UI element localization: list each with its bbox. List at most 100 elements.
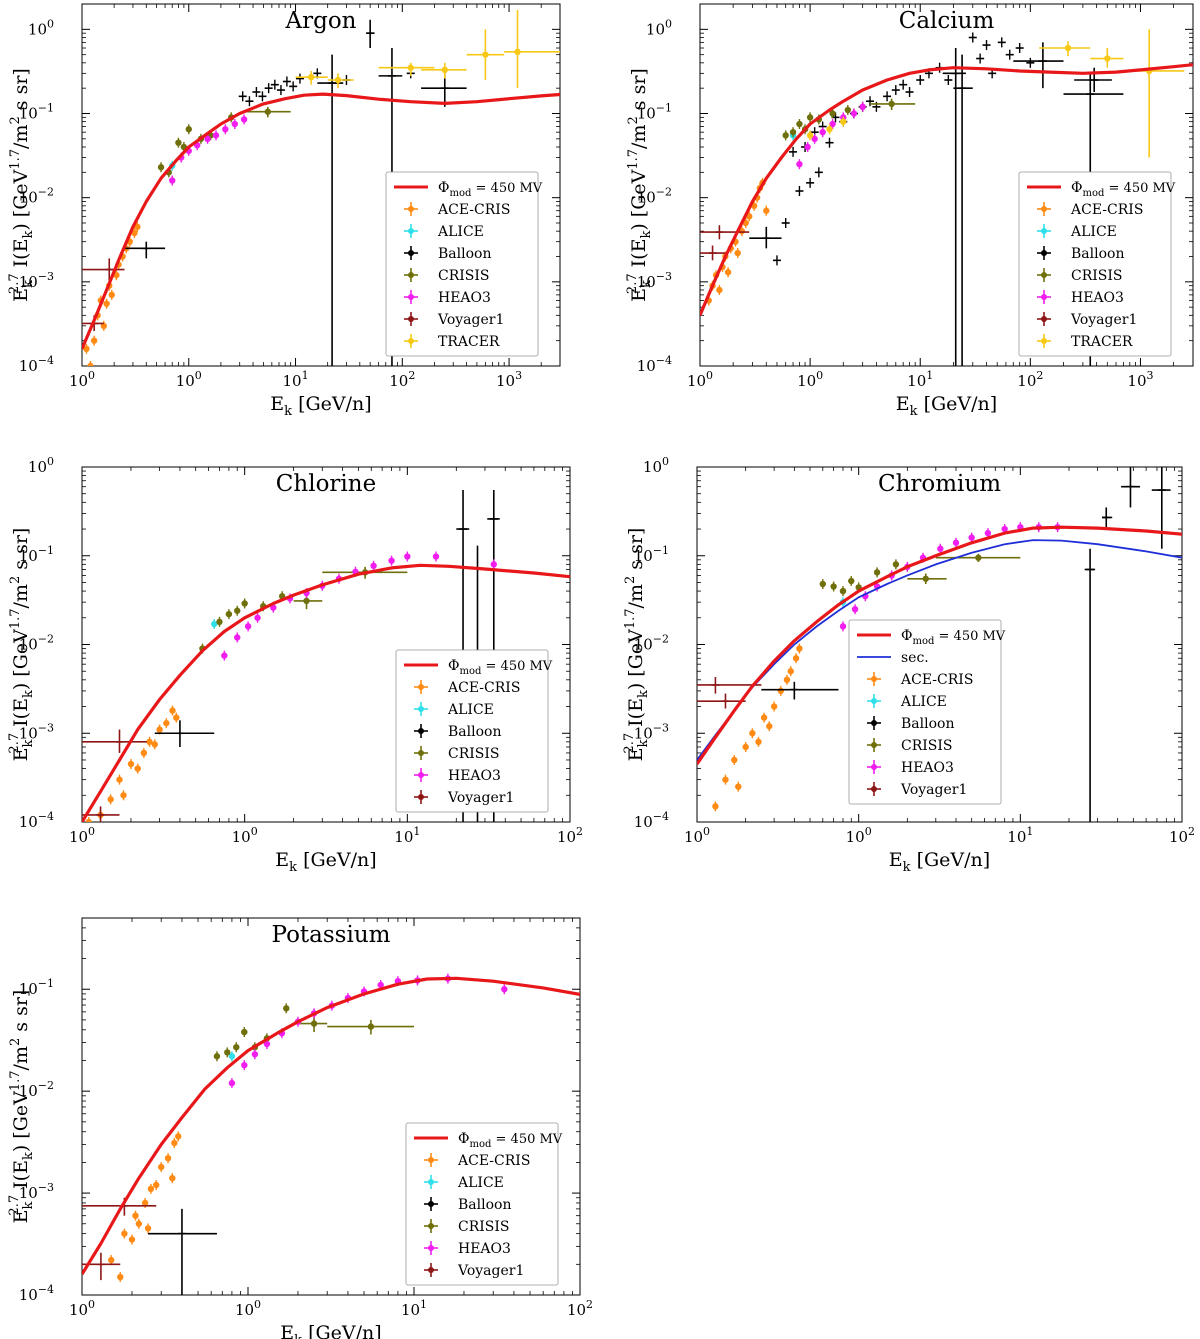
- x-tick-label: 100: [235, 1298, 261, 1319]
- model-curve: [700, 63, 1193, 316]
- data-point: [763, 207, 770, 214]
- legend-label: HEAO3: [458, 1241, 511, 1257]
- legend-marker: [418, 728, 424, 734]
- data-point: [228, 1079, 236, 1087]
- legend-marker: [871, 742, 877, 748]
- legend-label: Balloon: [1071, 246, 1124, 262]
- series-ace-cris: [83, 221, 141, 366]
- data-point: [233, 1043, 240, 1051]
- data-point: [234, 607, 241, 614]
- legend-label: TRACER: [438, 334, 500, 350]
- legend-marker: [428, 1245, 434, 1251]
- series-crisis: [199, 566, 408, 654]
- legend-box: [1018, 171, 1172, 357]
- legend-model-label: Φmod = 450 MV: [448, 658, 553, 677]
- panel-title: Potassium: [272, 922, 391, 948]
- data-point: [108, 1256, 115, 1264]
- data-point: [132, 1212, 139, 1219]
- series-ace-cris: [705, 177, 770, 306]
- data-point: [108, 291, 115, 299]
- y-tick-label: 10−2: [19, 1079, 54, 1100]
- data-point: [120, 792, 127, 799]
- data-point: [796, 645, 803, 652]
- legend-label: Balloon: [458, 1197, 511, 1213]
- data-point: [147, 1185, 155, 1193]
- legend-label: ACE-CRIS: [457, 1153, 530, 1169]
- legend-marker: [1041, 250, 1047, 256]
- panel-chromium: 100 100 101 102 10−4 10−3 10−2 10−1 100 Chromium E…: [622, 455, 1195, 875]
- legend-label: CRISIS: [901, 738, 953, 754]
- legend-label: HEAO3: [1071, 290, 1124, 306]
- y-tick-label: 100: [28, 17, 54, 38]
- data-point: [888, 100, 895, 108]
- x-tick-label: 101: [394, 825, 420, 846]
- data-point: [175, 1133, 182, 1140]
- data-point: [848, 577, 855, 585]
- legend-label: CRISIS: [1071, 268, 1123, 284]
- panel-title: Calcium: [899, 8, 995, 34]
- data-point: [134, 223, 141, 231]
- legend-marker: [418, 794, 424, 800]
- legend-label: Balloon: [448, 724, 501, 740]
- data-point: [724, 269, 732, 276]
- legend-label: ALICE: [447, 702, 494, 718]
- y-tick-label: 10−1: [19, 977, 54, 998]
- y-tick-label: 10−4: [637, 354, 672, 375]
- legend-label: ACE-CRIS: [900, 672, 973, 688]
- data-point: [85, 818, 92, 822]
- legend-label: Voyager1: [437, 312, 504, 328]
- legend-marker: [428, 1179, 434, 1185]
- data-point: [777, 687, 785, 695]
- legend-model-label: Φmod = 450 MV: [901, 628, 1006, 647]
- legend-marker: [871, 698, 877, 704]
- data-point: [117, 1273, 124, 1281]
- y-axis-label: Ek2.7 I(Ek) [GeV1.7/m2 s sr]: [622, 528, 651, 762]
- y-tick-label: 10−4: [19, 354, 54, 375]
- series-heao3: [169, 114, 248, 186]
- panel-title: Chlorine: [276, 471, 376, 497]
- data-point: [749, 730, 756, 737]
- data-point: [789, 128, 797, 136]
- legend-marker: [408, 316, 414, 322]
- data-point: [234, 634, 241, 641]
- data-point: [222, 126, 229, 133]
- legend-box: [405, 1122, 559, 1286]
- legend-marker: [418, 706, 424, 712]
- data-point: [156, 726, 163, 733]
- legend-marker: [1041, 228, 1047, 234]
- data-point: [829, 120, 836, 128]
- legend-label: ALICE: [457, 1175, 504, 1191]
- y-axis-label: Ek2.7 I(Ek) [GeV1.7/m2 s sr]: [7, 68, 36, 302]
- legend-marker: [871, 720, 877, 726]
- data-point: [169, 1174, 176, 1182]
- data-point: [787, 668, 794, 675]
- panel-chlorine: 100 100 101 102 10−4 10−3 10−2 10−1 100 Chlorine E…: [7, 455, 583, 875]
- legend-label: CRISIS: [438, 268, 490, 284]
- legend-label: CRISIS: [448, 746, 500, 762]
- series-tracer: [295, 9, 560, 89]
- legend-marker: [408, 228, 414, 234]
- data-point: [806, 132, 814, 139]
- data-point: [116, 776, 123, 783]
- data-point: [141, 1199, 149, 1207]
- data-point: [131, 229, 138, 237]
- data-point: [140, 749, 148, 757]
- y-tick-label: 10−2: [634, 633, 669, 654]
- data-point: [241, 600, 248, 607]
- data-point: [432, 553, 440, 560]
- data-point: [851, 605, 859, 613]
- x-tick-label: 100: [687, 369, 713, 390]
- data-point: [103, 300, 110, 307]
- legend-box: [385, 171, 539, 357]
- data-point: [163, 719, 170, 727]
- data-point: [157, 164, 165, 171]
- data-point: [173, 714, 180, 721]
- data-point: [264, 108, 272, 115]
- legend-marker: [1041, 316, 1047, 322]
- data-point: [388, 557, 395, 564]
- y-tick-label: 10−3: [19, 721, 54, 742]
- data-point: [283, 1005, 290, 1012]
- data-point: [307, 73, 315, 81]
- legend-label: ALICE: [437, 224, 484, 240]
- x-axis-label: Ek [GeV/n]: [270, 393, 371, 419]
